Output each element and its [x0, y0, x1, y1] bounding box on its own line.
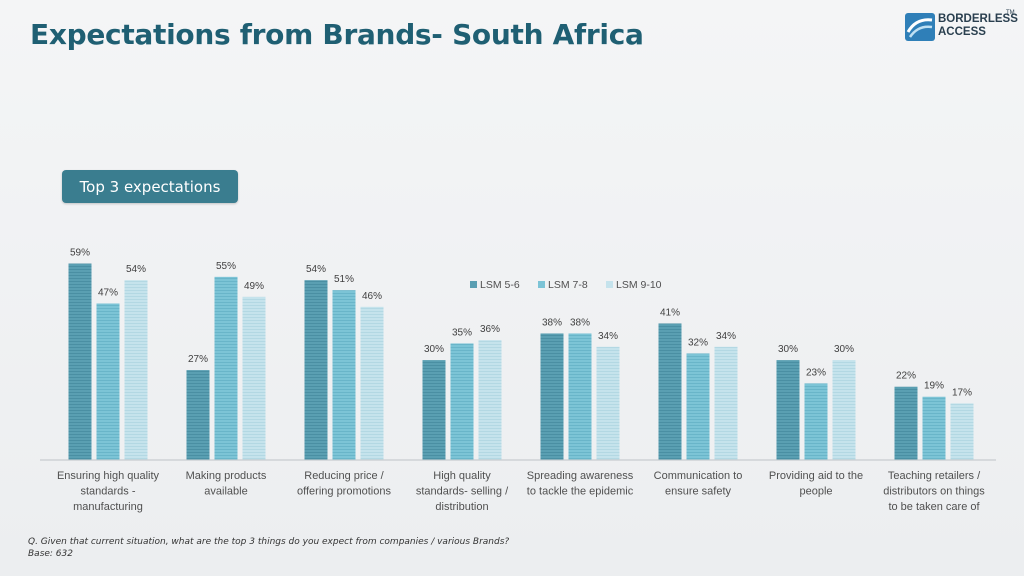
- legend-swatch-3: [606, 281, 613, 288]
- bar-1-5: [540, 333, 564, 460]
- legend-label-1: LSM 5-6: [480, 279, 520, 291]
- bar-3-1: [124, 280, 148, 460]
- category-label-3-line-2: offering promotions: [297, 486, 391, 498]
- category-label-1-line-1: Ensuring high quality: [57, 470, 160, 482]
- category-label-4-line-2: standards- selling /: [416, 486, 509, 498]
- category-label-2-line-2: available: [204, 486, 247, 498]
- bar-2-4: [450, 343, 474, 460]
- legend-label-2: LSM 7-8: [548, 279, 588, 291]
- category-label-8-line-2: distributors on things: [883, 486, 985, 498]
- data-label-1-1: 59%: [70, 248, 90, 259]
- category-label-5-line-1: Spreading awareness: [527, 470, 634, 482]
- category-label-1-line-3: manufacturing: [73, 501, 143, 513]
- category-label-7-line-2: people: [799, 486, 832, 498]
- bar-2-7: [804, 383, 828, 460]
- data-label-3-3: 46%: [362, 291, 382, 302]
- top-3-expectations-badge: Top 3 expectations: [62, 170, 238, 203]
- bar-2-6: [686, 353, 710, 460]
- data-label-1-7: 30%: [778, 344, 798, 355]
- bar-1-1: [68, 263, 92, 460]
- data-label-3-2: 49%: [244, 281, 264, 292]
- data-label-1-6: 41%: [660, 307, 680, 318]
- logo-text-line2: ACCESS: [938, 26, 986, 38]
- legend-swatch-1: [470, 281, 477, 288]
- data-label-1-8: 22%: [896, 371, 916, 382]
- data-label-3-1: 54%: [126, 264, 146, 275]
- page-title: Expectations from Brands- South Africa: [30, 18, 644, 51]
- bar-2-5: [568, 333, 592, 460]
- data-label-1-5: 38%: [542, 317, 562, 328]
- data-label-1-2: 27%: [188, 354, 208, 365]
- category-label-3-line-1: Reducing price /: [304, 470, 384, 482]
- footnote: Q. Given that current situation, what ar…: [28, 536, 509, 560]
- bar-1-7: [776, 360, 800, 460]
- bar-2-3: [332, 290, 356, 460]
- legend-label-3: LSM 9-10: [616, 279, 662, 291]
- bar-1-3: [304, 280, 328, 460]
- bar-2-8: [922, 396, 946, 460]
- bar-1-2: [186, 370, 210, 460]
- category-label-8-line-3: to be taken care of: [888, 501, 980, 513]
- data-label-2-8: 19%: [924, 381, 944, 392]
- data-label-3-8: 17%: [952, 387, 972, 398]
- category-label-5-line-2: to tackle the epidemic: [527, 486, 634, 498]
- data-label-2-2: 55%: [216, 261, 236, 272]
- logo-text-line1: BORDERLESS: [938, 13, 1018, 25]
- data-label-3-6: 34%: [716, 331, 736, 342]
- bar-3-6: [714, 346, 738, 460]
- data-label-2-1: 47%: [98, 287, 118, 298]
- data-label-3-7: 30%: [834, 344, 854, 355]
- bar-1-4: [422, 360, 446, 460]
- data-label-2-5: 38%: [570, 317, 590, 328]
- bar-3-7: [832, 360, 856, 460]
- category-label-4-line-3: distribution: [435, 501, 488, 513]
- data-label-1-4: 30%: [424, 344, 444, 355]
- data-label-1-3: 54%: [306, 264, 326, 275]
- category-label-7-line-1: Providing aid to the: [769, 470, 863, 482]
- data-label-2-4: 35%: [452, 327, 472, 338]
- brand-logo: BORDERLESS ACCESS TM: [904, 10, 1018, 46]
- category-label-1-line-2: standards -: [80, 486, 135, 498]
- data-label-2-7: 23%: [806, 367, 826, 378]
- data-label-3-4: 36%: [480, 324, 500, 335]
- data-label-3-5: 34%: [598, 331, 618, 342]
- bar-2-2: [214, 276, 238, 460]
- question-text: Q. Given that current situation, what ar…: [28, 537, 510, 547]
- bar-3-5: [596, 346, 620, 460]
- bar-3-8: [950, 403, 974, 460]
- category-label-8-line-1: Teaching retailers /: [888, 470, 981, 482]
- bar-3-4: [478, 340, 502, 460]
- category-label-4-line-1: High quality: [433, 470, 491, 482]
- data-label-2-3: 51%: [334, 274, 354, 285]
- category-label-6-line-2: ensure safety: [665, 486, 732, 498]
- base-text: Base: 632: [28, 549, 73, 559]
- bar-3-2: [242, 296, 266, 460]
- bar-1-6: [658, 323, 682, 460]
- logo-icon: [905, 13, 935, 41]
- bar-3-3: [360, 306, 384, 460]
- bar-1-8: [894, 386, 918, 460]
- bar-2-1: [96, 303, 120, 460]
- data-label-2-6: 32%: [688, 337, 708, 348]
- category-label-6-line-1: Communication to: [654, 470, 743, 482]
- category-label-2-line-1: Making products: [186, 470, 267, 482]
- logo-trademark: TM: [1006, 10, 1015, 16]
- legend-swatch-2: [538, 281, 545, 288]
